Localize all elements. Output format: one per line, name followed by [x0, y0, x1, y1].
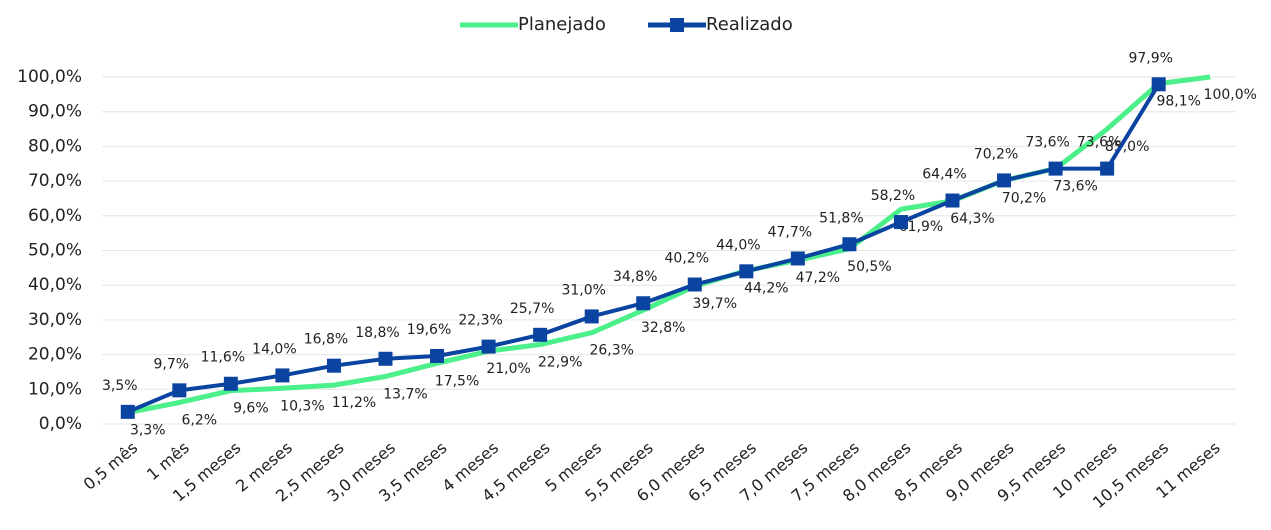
marker — [842, 237, 857, 252]
marker — [481, 339, 496, 354]
data-label: 58,2% — [871, 188, 915, 204]
data-label: 34,8% — [613, 269, 657, 285]
y-tick-label: 50,0% — [28, 241, 82, 261]
legend-label: Realizado — [706, 14, 793, 35]
data-label: 22,3% — [458, 313, 502, 329]
series-line — [127, 74, 1211, 416]
marker — [893, 215, 908, 230]
data-label: 50,5% — [847, 259, 891, 275]
data-label: 32,8% — [641, 320, 685, 336]
y-tick-label: 60,0% — [28, 206, 82, 226]
data-label: 3,3% — [130, 423, 166, 439]
marker — [378, 351, 393, 366]
data-label: 70,2% — [974, 146, 1018, 162]
y-tick-label: 70,0% — [28, 171, 82, 191]
data-label: 13,7% — [383, 386, 427, 402]
data-label: 10,3% — [280, 398, 324, 414]
marker — [997, 173, 1012, 188]
marker — [790, 251, 805, 266]
data-label: 44,0% — [716, 237, 760, 253]
y-tick-label: 100,0% — [17, 67, 82, 87]
data-label: 97,9% — [1128, 50, 1172, 66]
data-label: 39,7% — [693, 296, 737, 312]
y-tick-label: 80,0% — [28, 136, 82, 156]
data-label: 11,6% — [201, 350, 245, 366]
marker — [636, 296, 651, 311]
marker — [326, 358, 341, 373]
data-label: 6,2% — [182, 412, 218, 428]
data-label: 70,2% — [1002, 190, 1046, 206]
marker — [1151, 77, 1166, 92]
marker — [1048, 161, 1063, 176]
marker — [430, 348, 445, 363]
legend-marker — [670, 18, 684, 32]
marker — [172, 383, 187, 398]
data-label: 11,2% — [332, 395, 376, 411]
series-line — [127, 83, 1161, 414]
x-tick-label: 0,5 mês — [80, 438, 141, 494]
data-label: 17,5% — [435, 373, 479, 389]
marker — [945, 193, 960, 208]
data-label: 18,8% — [355, 325, 399, 341]
data-label: 3,5% — [102, 378, 138, 394]
data-label: 9,6% — [233, 401, 269, 417]
data-label: 31,0% — [561, 282, 605, 298]
data-label: 73,6% — [1077, 135, 1121, 151]
data-label: 19,6% — [407, 322, 451, 338]
y-tick-label: 90,0% — [28, 102, 82, 122]
data-label: 51,8% — [819, 210, 863, 226]
marker — [739, 264, 754, 279]
y-tick-label: 40,0% — [28, 275, 82, 295]
data-label: 14,0% — [252, 341, 296, 357]
marker — [584, 309, 599, 324]
marker — [275, 368, 290, 383]
data-label: 21,0% — [486, 361, 530, 377]
y-tick-label: 20,0% — [28, 345, 82, 365]
marker — [223, 376, 238, 391]
y-tick-label: 30,0% — [28, 310, 82, 330]
data-label: 26,3% — [589, 343, 633, 359]
data-label: 16,8% — [304, 332, 348, 348]
data-label: 22,9% — [538, 355, 582, 371]
data-label: 64,3% — [950, 211, 994, 227]
marker — [1100, 161, 1115, 176]
data-label: 98,1% — [1156, 94, 1200, 110]
data-label: 47,2% — [796, 270, 840, 286]
y-tick-label: 10,0% — [28, 379, 82, 399]
data-label: 73,6% — [1025, 135, 1069, 151]
marker — [687, 277, 702, 292]
data-label: 61,9% — [899, 219, 943, 235]
marker — [120, 404, 135, 419]
data-label: 64,4% — [922, 167, 966, 183]
y-tick-label: 0,0% — [39, 414, 82, 434]
legend-label: Planejado — [518, 14, 606, 35]
data-label: 100,0% — [1204, 87, 1257, 103]
data-label: 47,7% — [768, 224, 812, 240]
data-label: 25,7% — [510, 301, 554, 317]
marker — [533, 327, 548, 342]
data-label: 44,2% — [744, 281, 788, 297]
data-label: 9,7% — [154, 356, 190, 372]
data-label: 73,6% — [1053, 179, 1097, 195]
data-label: 40,2% — [665, 251, 709, 267]
